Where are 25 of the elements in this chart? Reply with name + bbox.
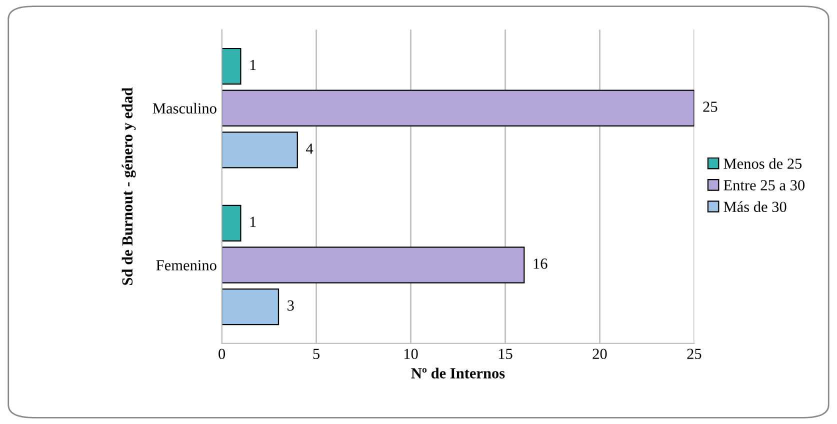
y-axis-title: Sd de Burnout - género y edad	[122, 88, 136, 285]
data-label: 16	[534, 258, 548, 269]
legend-label: Más de 30	[724, 201, 786, 212]
y-tick-label: Masculino	[152, 102, 216, 114]
x-tick-label: 20	[592, 348, 607, 360]
bar	[222, 132, 298, 168]
data-label: 3	[288, 300, 294, 311]
bar	[222, 288, 280, 326]
data-label: 1	[250, 216, 256, 227]
bar	[222, 204, 242, 242]
x-tick-label: 0	[218, 348, 226, 360]
bar	[222, 90, 694, 126]
bar	[222, 48, 242, 85]
bar	[222, 246, 525, 284]
x-tick-label: 15	[498, 348, 512, 360]
data-label: 25	[703, 102, 718, 112]
x-axis-title: Nº de Internos	[411, 368, 505, 378]
x-tick-label: 10	[404, 348, 418, 360]
data-label: 1	[250, 60, 256, 70]
y-tick-label: Femenino	[156, 260, 216, 270]
x-tick-label: 25	[687, 348, 702, 360]
legend-label: Entre 25 a 30	[724, 180, 805, 190]
legend-label: Menos de 25	[724, 158, 802, 169]
data-label: 4	[306, 144, 314, 154]
x-tick-label: 5	[313, 348, 320, 360]
